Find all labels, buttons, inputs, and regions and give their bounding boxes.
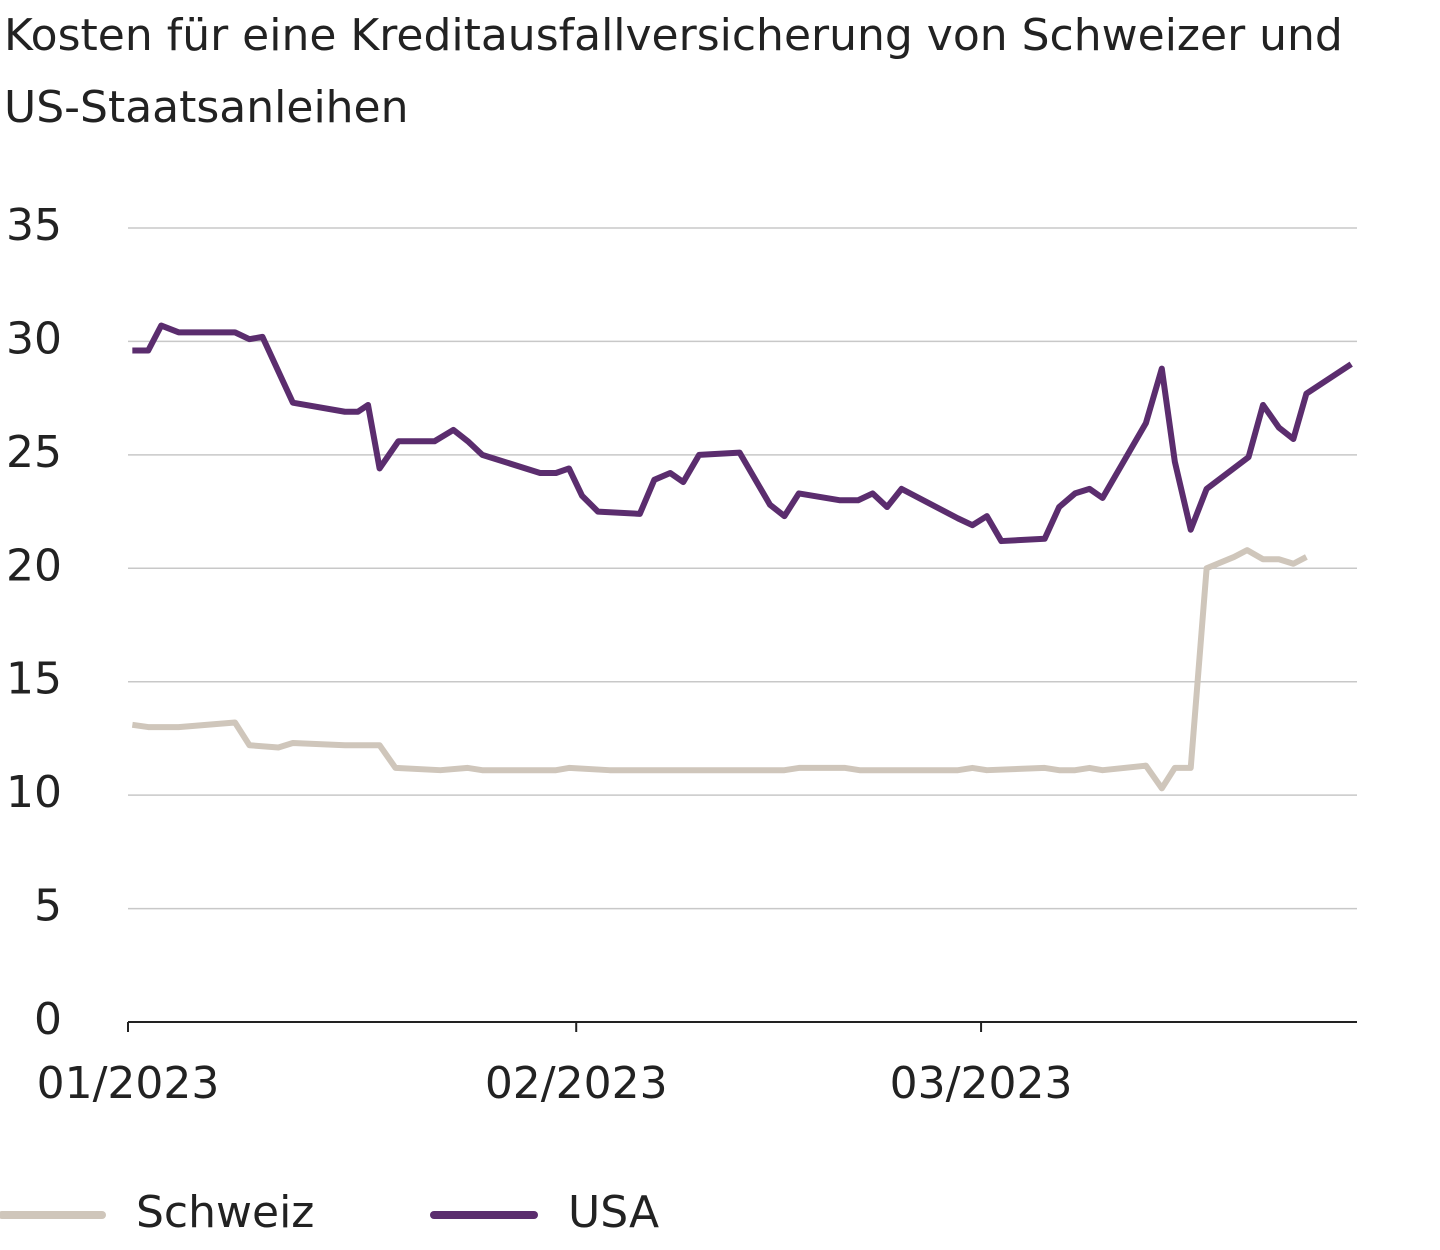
x-tick-label: 02/2023 [485, 1058, 668, 1109]
y-tick-label: 20 [6, 540, 62, 591]
y-tick-label: 15 [6, 654, 62, 705]
y-tick-label: 10 [6, 767, 62, 818]
y-tick-label: 25 [6, 427, 62, 478]
series-line [132, 322, 1353, 545]
chart-title: Kosten für eine Kreditausfallversicherun… [4, 10, 1343, 133]
y-tick-label: 0 [34, 994, 62, 1045]
series-line [131, 547, 1308, 792]
y-tick-label: 30 [6, 313, 62, 364]
y-tick-label: 35 [6, 200, 62, 251]
x-tick-label: 01/2023 [37, 1058, 220, 1109]
legend-label: USA [568, 1187, 659, 1238]
x-tick-label: 03/2023 [890, 1058, 1073, 1109]
legend-label: Schweiz [136, 1187, 314, 1238]
y-tick-label: 5 [34, 881, 62, 932]
